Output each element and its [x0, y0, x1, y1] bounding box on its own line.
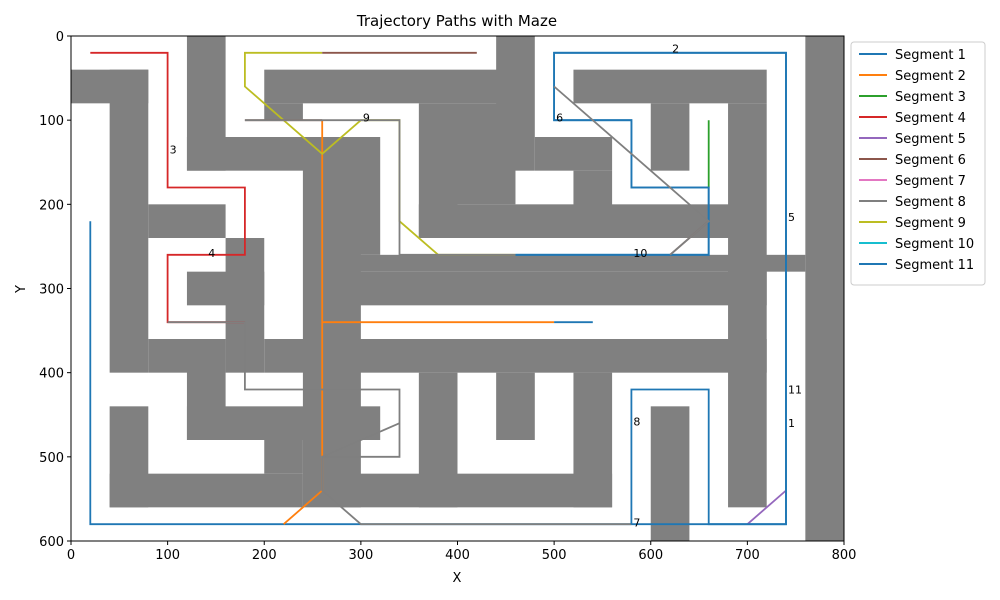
- maze-wall: [573, 69, 767, 104]
- maze-wall: [496, 36, 535, 171]
- legend-entry: Segment 1: [895, 48, 966, 63]
- maze-wall: [341, 271, 767, 306]
- maze-wall: [728, 103, 767, 508]
- segment-annotation: 6: [556, 112, 563, 125]
- segment-annotation: 8: [633, 415, 640, 428]
- x-tick-label: 800: [832, 548, 857, 563]
- legend-entry: Segment 10: [895, 237, 974, 252]
- series-line-9: [243, 51, 516, 256]
- y-tick-label: 100: [39, 114, 64, 129]
- maze-wall: [534, 137, 613, 171]
- maze-wall: [109, 473, 303, 508]
- maze-wall: [650, 103, 690, 171]
- series-line-2: [283, 120, 555, 525]
- maze-wall: [341, 254, 806, 272]
- maze-wall: [148, 204, 226, 238]
- maze-wall: [341, 473, 613, 508]
- segment-annotation: 11: [788, 384, 802, 397]
- maze-wall: [805, 36, 844, 541]
- legend-entry: Segment 4: [895, 111, 966, 126]
- x-tick-label: 600: [638, 548, 663, 563]
- legend-entry: Segment 3: [895, 90, 966, 105]
- maze-wall: [573, 170, 613, 238]
- segment-annotation: 7: [633, 516, 640, 529]
- y-tick-label: 300: [39, 283, 64, 298]
- maze-wall: [264, 440, 303, 474]
- x-tick-label: 200: [252, 548, 277, 563]
- x-tick-label: 0: [67, 548, 75, 563]
- maze-wall: [109, 69, 149, 373]
- segment-annotation: 2: [672, 43, 679, 56]
- y-tick-label: 500: [39, 451, 64, 466]
- series-line-4: [90, 51, 246, 324]
- y-axis-label: Y: [14, 285, 29, 294]
- legend: Segment 1 Segment 2 Segment 3 Segment 4 Segm…: [850, 41, 986, 286]
- maze-wall: [650, 406, 690, 541]
- y-tick-label: 200: [39, 198, 64, 213]
- x-tick-label: 700: [735, 548, 760, 563]
- chart-title: Trajectory Paths with Maze: [356, 12, 557, 30]
- series-line-8: [167, 321, 632, 526]
- maze-wall: [264, 69, 516, 104]
- series-line-15: [553, 85, 711, 256]
- segment-annotation: 10: [633, 247, 647, 260]
- segment-annotation: 9: [363, 112, 370, 125]
- maze-wall: [186, 406, 381, 440]
- x-tick-label: 300: [348, 548, 373, 563]
- legend-entry: Segment 2: [895, 69, 966, 84]
- maze-wall: [186, 271, 265, 306]
- legend-frame: [850, 41, 986, 286]
- trajectory-paths: [89, 51, 787, 526]
- legend-entry: Segment 7: [895, 174, 966, 189]
- y-axis-ticks: 0 100 200 300 400 500 600: [39, 30, 71, 550]
- maze-wall: [573, 339, 767, 373]
- series-line-11: [515, 51, 787, 526]
- segment-annotation: 4: [208, 247, 215, 260]
- x-tick-label: 400: [445, 548, 470, 563]
- x-tick-label: 100: [155, 548, 180, 563]
- y-tick-label: 0: [56, 30, 64, 45]
- segment-annotation: 5: [788, 211, 795, 224]
- legend-entry: Segment 5: [895, 132, 966, 147]
- maze-wall: [264, 103, 303, 121]
- y-tick-label: 400: [39, 367, 64, 382]
- x-axis-label: X: [453, 571, 462, 586]
- segment-annotation: 3: [170, 144, 177, 157]
- series-line-14: [244, 119, 516, 256]
- maze-wall: [264, 339, 613, 373]
- legend-entry: Segment 9: [895, 216, 966, 231]
- y-tick-label: 600: [39, 535, 64, 550]
- maze-wall: [341, 137, 381, 255]
- maze-wall: [496, 372, 535, 440]
- series-line-16: [321, 422, 400, 458]
- segment-annotation: 1: [788, 417, 795, 430]
- legend-entry: Segment 8: [895, 195, 966, 210]
- maze-walls: [71, 36, 844, 541]
- legend-entry: Segment 11: [895, 258, 974, 273]
- segment-annotations: 1 2 3 4 5 6 7 8 9 10 11: [170, 43, 802, 530]
- legend-entry: Segment 6: [895, 153, 966, 168]
- x-axis-ticks: 0 100 200 300 400 500 600 700 800: [67, 541, 857, 563]
- x-tick-label: 500: [542, 548, 567, 563]
- series-line-5: [746, 489, 787, 525]
